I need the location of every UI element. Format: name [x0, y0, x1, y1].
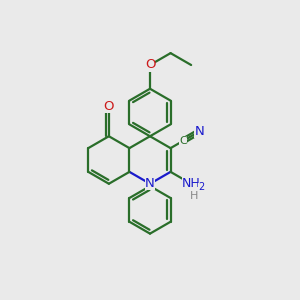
Text: H: H: [189, 191, 198, 201]
Text: O: O: [145, 58, 155, 71]
Text: N: N: [145, 177, 155, 190]
Text: NH: NH: [182, 177, 200, 190]
Text: O: O: [103, 100, 114, 113]
Text: C: C: [179, 136, 187, 146]
Text: 2: 2: [198, 182, 204, 193]
Text: N: N: [194, 125, 204, 138]
